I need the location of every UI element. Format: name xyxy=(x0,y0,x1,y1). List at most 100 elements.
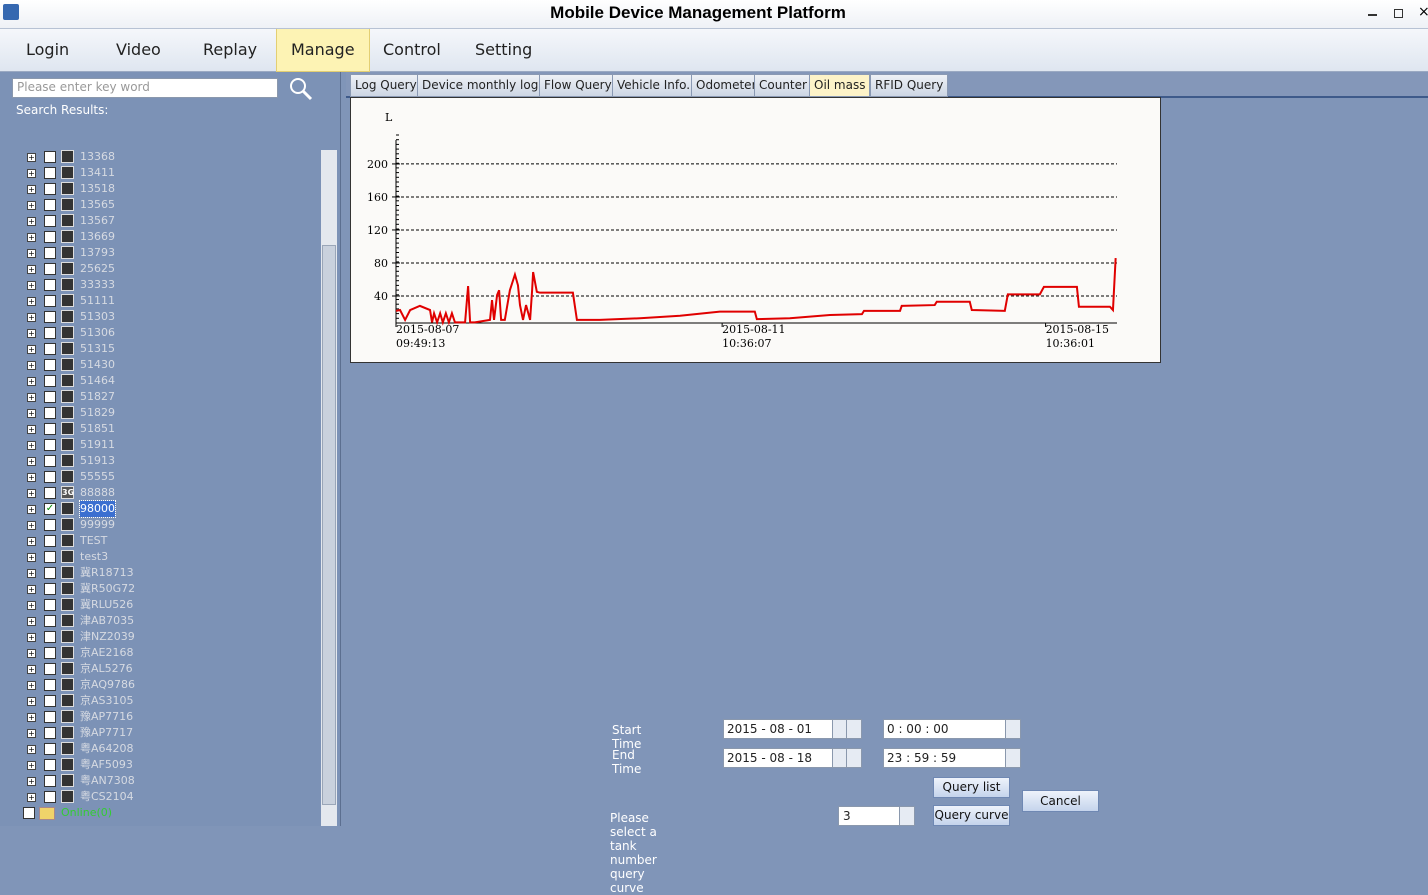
expand-toggle[interactable]: + xyxy=(27,233,36,242)
tree-row[interactable]: +51851 xyxy=(27,421,317,437)
device-icon[interactable] xyxy=(61,774,74,787)
query-curve-button[interactable]: Query curve xyxy=(933,805,1010,826)
device-icon[interactable] xyxy=(61,550,74,563)
device-icon[interactable] xyxy=(61,678,74,691)
end-time[interactable]: 23 : 59 : 59 xyxy=(883,748,1021,768)
tree-row[interactable]: +51430 xyxy=(27,357,317,373)
checkbox[interactable] xyxy=(44,791,56,803)
device-icon[interactable] xyxy=(61,614,74,627)
device-label[interactable]: 51306 xyxy=(80,326,115,339)
checkbox[interactable] xyxy=(44,327,56,339)
device-label[interactable]: 京AS3105 xyxy=(80,694,134,707)
device-icon[interactable] xyxy=(61,742,74,755)
expand-toggle[interactable]: + xyxy=(27,649,36,658)
device-icon[interactable] xyxy=(61,326,74,339)
device-icon[interactable] xyxy=(61,230,74,243)
search-button[interactable] xyxy=(288,76,314,102)
device-label[interactable]: 13565 xyxy=(80,198,115,211)
device-icon[interactable] xyxy=(61,534,74,547)
device-icon[interactable] xyxy=(61,582,74,595)
tree-row[interactable]: + 冀RLU526 xyxy=(27,597,317,613)
tree-row[interactable]: +55555 xyxy=(27,469,317,485)
device-icon[interactable] xyxy=(61,662,74,675)
expand-toggle[interactable]: + xyxy=(27,665,36,674)
device-icon[interactable] xyxy=(61,630,74,643)
device-icon[interactable] xyxy=(61,390,74,403)
device-icon[interactable] xyxy=(61,518,74,531)
tree-row[interactable]: +13565 xyxy=(27,197,317,213)
device-icon[interactable] xyxy=(61,310,74,323)
tree-row[interactable]: +51827 xyxy=(27,389,317,405)
device-label[interactable]: 粤AN7308 xyxy=(80,774,135,787)
device-label[interactable]: 25625 xyxy=(80,262,115,275)
expand-toggle[interactable]: + xyxy=(27,441,36,450)
device-label[interactable]: 51464 xyxy=(80,374,115,387)
scrollbar[interactable] xyxy=(321,150,337,826)
tree-row[interactable]: +13368 xyxy=(27,149,317,165)
tab[interactable]: Oil mass xyxy=(809,74,871,97)
checkbox[interactable] xyxy=(44,599,56,611)
device-label[interactable]: 33333 xyxy=(80,278,115,291)
expand-toggle[interactable]: + xyxy=(27,473,36,482)
checkbox[interactable] xyxy=(44,631,56,643)
device-label[interactable]: 豫AP7717 xyxy=(80,726,134,739)
device-icon[interactable] xyxy=(61,502,74,515)
device-icon[interactable] xyxy=(61,598,74,611)
tree-row[interactable]: +51306 xyxy=(27,325,317,341)
device-icon[interactable] xyxy=(61,758,74,771)
device-label[interactable]: 13411 xyxy=(80,166,115,179)
tab[interactable]: RFID Query xyxy=(870,74,949,97)
checkbox[interactable] xyxy=(44,183,56,195)
expand-toggle[interactable]: + xyxy=(27,617,36,626)
cancel-button[interactable]: Cancel xyxy=(1022,790,1099,812)
checkbox[interactable] xyxy=(23,807,35,819)
tree-row[interactable]: + 津NZ2039 xyxy=(27,629,317,645)
tree-row[interactable]: + 豫AP7717 xyxy=(27,725,317,741)
spin-button[interactable] xyxy=(1005,720,1020,738)
tree-row[interactable]: +51911 xyxy=(27,437,317,453)
tree-row[interactable]: + 冀R50G72 xyxy=(27,581,317,597)
tree-row[interactable]: +3G 88888 xyxy=(27,485,317,501)
device-icon[interactable] xyxy=(61,214,74,227)
tree-row[interactable]: +51464 xyxy=(27,373,317,389)
expand-toggle[interactable]: + xyxy=(27,297,36,306)
expand-toggle[interactable]: + xyxy=(27,457,36,466)
expand-toggle[interactable]: + xyxy=(27,793,36,802)
close[interactable]: × xyxy=(1418,4,1428,20)
device-label[interactable]: 豫AP7716 xyxy=(80,710,134,723)
expand-toggle[interactable]: + xyxy=(27,377,36,386)
device-icon[interactable] xyxy=(61,726,74,739)
tree-row[interactable]: +51829 xyxy=(27,405,317,421)
tree-row[interactable]: + 京AQ9786 xyxy=(27,677,317,693)
checkbox[interactable] xyxy=(44,759,56,771)
dropdown-button[interactable] xyxy=(899,807,914,825)
device-label[interactable]: 13669 xyxy=(80,230,115,243)
checkbox[interactable] xyxy=(44,215,56,227)
tree-row[interactable]: +33333 xyxy=(27,277,317,293)
expand-toggle[interactable]: + xyxy=(27,537,36,546)
device-label[interactable]: 13368 xyxy=(80,150,115,163)
device-icon[interactable] xyxy=(61,246,74,259)
tab[interactable]: Device monthly logs xyxy=(417,74,550,97)
tree-row[interactable]: + 京AE2168 xyxy=(27,645,317,661)
device-icon[interactable] xyxy=(61,166,74,179)
checkbox[interactable]: ✓ xyxy=(44,503,56,515)
device-icon[interactable] xyxy=(61,358,74,371)
device-label[interactable]: 51111 xyxy=(80,294,115,307)
device-label[interactable]: 51851 xyxy=(80,422,115,435)
tree-row[interactable]: +51315 xyxy=(27,341,317,357)
tree-row[interactable]: +13518 xyxy=(27,181,317,197)
device-label[interactable]: TEST xyxy=(80,534,108,547)
tree-row[interactable]: + 粤A64208 xyxy=(27,741,317,757)
device-label[interactable]: 津AB7035 xyxy=(80,614,135,627)
menu-item[interactable]: Replay xyxy=(203,40,258,59)
device-icon[interactable]: 3G xyxy=(61,486,75,499)
checkbox[interactable] xyxy=(44,567,56,579)
expand-toggle[interactable]: + xyxy=(27,697,36,706)
checkbox[interactable] xyxy=(44,519,56,531)
checkbox[interactable] xyxy=(44,391,56,403)
tree-row[interactable]: +51303 xyxy=(27,309,317,325)
checkbox[interactable] xyxy=(44,343,56,355)
minimize[interactable] xyxy=(1368,14,1377,16)
device-label[interactable]: 88888 xyxy=(80,486,115,499)
